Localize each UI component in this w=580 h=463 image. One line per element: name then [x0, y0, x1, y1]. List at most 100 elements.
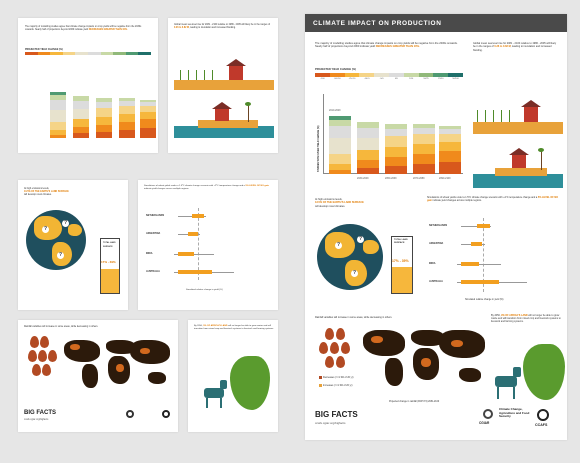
thumb-land-card[interactable]: At high emissions levels, 13.5% OF THE EA… — [18, 180, 128, 310]
thumb-roof-2 — [212, 102, 232, 109]
yield-axis-label: STUDIES WITH GIVEN YIELD CHANGE (%) — [318, 125, 320, 172]
thumb-logo-ccafs — [162, 410, 170, 418]
yield-legend-labels: -100 -50/-50 -25/-10 -10/-5 -5/0 0/5 5/10 10/25… — [320, 78, 459, 80]
land-total-box: TOTAL LAND SURFACE — [391, 236, 413, 294]
land-text: At high emissions levels, 13.5% OF THE EA… — [315, 198, 364, 208]
thumb-ground-1 — [174, 80, 274, 90]
country-australia: AUSTRALIA — [429, 280, 443, 283]
yield-chart: 2010-2029 2030-2049 2050-2069 2070-2089 … — [327, 94, 463, 180]
yield-period: 2090-2109 — [439, 177, 451, 180]
yield-period: 2010-2029 — [329, 109, 341, 112]
sea-ground-bottom — [495, 168, 547, 176]
sea-roof-top — [521, 100, 541, 107]
goat-icon — [495, 376, 517, 387]
thumb-ground-2 — [198, 120, 258, 128]
sea-palm-leaf — [538, 148, 544, 152]
land-pct: 17% - 39% — [392, 259, 409, 263]
poster-bigfacts-url[interactable]: ccafs.cgiar.org/bigfacts — [315, 421, 346, 425]
thumb-plant — [204, 70, 205, 80]
thumb-goat-icon — [204, 388, 224, 398]
thumb-rain-text: Rainfall variables will increase in some… — [24, 326, 99, 328]
thumb-palm-trunk — [248, 104, 249, 122]
yield-legend-bar — [315, 73, 463, 77]
sea-roof-bottom — [509, 148, 529, 155]
thumb-land-text: At high emissions levels, 13.5% OF THE EA… — [24, 188, 69, 196]
thumb-water — [174, 126, 274, 138]
rain-legend-decrease: Decreases (>=1 SD of 20 yr) — [319, 376, 353, 379]
sea-plant — [493, 110, 494, 122]
sea-water — [473, 174, 563, 188]
thumb-africa-text: By 2050, 9% OF AFRICA'S LAND will no lon… — [194, 325, 274, 330]
sea-plant — [501, 110, 502, 122]
yield-period: 2070-2089 — [413, 177, 425, 180]
sea-text: Global mean sea level rise for 2081 - 21… — [473, 42, 557, 52]
thumb-yield-card[interactable]: The majority of modelling studies agree … — [18, 18, 158, 153]
sea-plant — [485, 110, 486, 122]
wheat-bar — [461, 280, 499, 284]
thumb-country-india: INDIA — [146, 252, 153, 255]
thumb-plant — [212, 70, 213, 80]
wheat-zero-line — [483, 218, 484, 292]
rain-caption: Projected change in rainfall (RCP 8.5) 2… — [389, 401, 440, 403]
thumb-house-1 — [229, 66, 243, 80]
thumb-sea-card[interactable]: Global mean sea level rise for 2081 - 21… — [168, 18, 278, 153]
country-netherlands: NETHERLANDS — [429, 224, 448, 227]
thumb-legend-title: PROJECTED YIELD CHANGE (%) — [25, 48, 63, 51]
thumb-wheat-card[interactable]: Simulations of wheat yields under a 1.5º… — [138, 180, 278, 310]
thumb-country-argentina: ARGENTINA — [146, 232, 161, 235]
sea-house-bottom — [512, 155, 526, 168]
rain-text: Rainfall variables will increase in some… — [315, 316, 393, 319]
thumb-country-netherlands: NETHERLANDS — [146, 214, 165, 217]
wheat-bar — [461, 262, 479, 266]
yield-period: 2030-2049 — [357, 177, 369, 180]
sea-palm-trunk — [541, 150, 542, 170]
thumb-plant — [180, 70, 181, 80]
thumb-plant — [188, 70, 189, 80]
sea-plant — [509, 110, 510, 122]
thumb-rain-map — [60, 334, 172, 396]
thumb-sea-text: Global mean sea level rise for 2081 - 21… — [174, 24, 271, 29]
thumb-africa-map — [230, 356, 270, 410]
wheat-bar — [477, 224, 490, 228]
africa-text: By 2050, 9% OF AFRICA'S LAND will no lon… — [491, 314, 561, 324]
poster-bigfacts-title: BIG FACTS — [315, 410, 358, 419]
sea-ground-top — [473, 122, 563, 134]
thumb-legend-bar — [25, 52, 151, 55]
thumb-land-box: TOTAL LAND SURFACE — [100, 238, 120, 294]
thumb-plant — [196, 70, 197, 80]
thumb-roof-1 — [226, 59, 246, 66]
wheat-axis-caption: Simulated relative change in yield (%) — [465, 299, 504, 301]
thumb-land-pct: 17% - 39% — [101, 260, 116, 264]
yield-intro: The majority of modelling studies agree … — [315, 42, 458, 49]
yield-period: 2050-2069 — [385, 177, 397, 180]
thumb-wheat-text: Simulations of wheat yields under a 1.5º… — [144, 185, 269, 190]
cgiar-logo-text: CGIAR — [479, 421, 490, 425]
thumb-bigfacts-title: BIG FACTS — [24, 410, 57, 416]
wheat-bar — [471, 242, 482, 246]
poster-title: CLIMATE IMPACT ON PRODUCTION — [305, 14, 567, 32]
cgiar-logo-icon — [483, 409, 493, 419]
ccafs-logo-icon — [537, 409, 549, 421]
thumb-globe: ? ? ? — [26, 210, 86, 270]
thumb-yield-intro: The majority of modelling studies agree … — [25, 26, 142, 31]
thumb-palm-leaf — [245, 102, 251, 106]
program-logo-text: Climate Change, Agriculture and Food Sec… — [499, 407, 530, 419]
sea-house-top — [524, 107, 538, 122]
rain-map — [359, 324, 487, 396]
thumb-country-australia: AUSTRALIA — [146, 270, 160, 273]
wheat-text: Simulations of wheat yields under a 1.5º… — [427, 196, 558, 203]
land-globe: ? ? ? — [317, 224, 383, 290]
ccafs-logo-text: CCAFS — [535, 423, 548, 427]
thumb-yield-chart — [48, 68, 158, 138]
poster: CLIMATE IMPACT ON PRODUCTION The majorit… — [305, 14, 567, 440]
thumb-house-2 — [215, 109, 229, 121]
rain-legend-increase: Increases (>=1 SD of 20 yr) — [319, 384, 352, 387]
yield-legend-title: PROJECTED YIELD CHANGE (%) — [315, 68, 356, 71]
thumb-wheat-caption: Simulated relative change in yield (%) — [186, 289, 223, 291]
sea-plant — [477, 110, 478, 122]
country-argentina: ARGENTINA — [429, 242, 444, 245]
thumb-bigfacts-url[interactable]: ccafs.cgiar.org/bigfacts — [24, 418, 49, 421]
thumb-rain-card[interactable]: Rainfall variables will increase in some… — [18, 320, 178, 432]
thumb-africa-card[interactable]: By 2050, 9% OF AFRICA'S LAND will no lon… — [188, 320, 278, 432]
